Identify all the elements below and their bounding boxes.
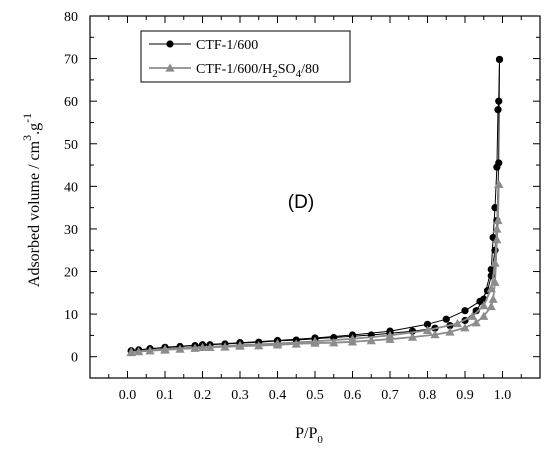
series-2-desorption-point [422,325,433,334]
series-2-desorption-point [492,224,502,233]
x-tick-label: 0.7 [381,388,399,403]
series-2-adsorption-point [445,327,455,336]
legend-label-1: CTF-1/600 [196,38,258,53]
legend-label-1-part-1: CTF-1/600 [196,38,258,53]
y-tick-label: 60 [64,95,78,110]
x-axis: 0.0 0.1 0.2 0.3 0.4 0.5 0.6 0.7 0.8 0.9 1.0 [108,16,522,403]
legend-label-2-part-3: SO [278,62,296,77]
y-tick-label: 50 [64,138,78,153]
y-tick-label: 30 [64,223,78,238]
series-2-desorption-point [197,342,208,352]
series-2-adsorption-point [145,346,155,355]
series-2-desorption-point [235,340,245,349]
x-tick-label: 0.8 [419,388,437,403]
x-axis-title: P/P0 [295,425,323,446]
legend-marker-2 [165,63,175,72]
y-axis-title-main: Adsorbed volume / cm [26,140,43,287]
series-2-adsorption-point [479,311,489,320]
panel-label: (D) [288,192,314,213]
x-tick-label: 0.9 [456,388,474,403]
series-2-adsorption-point [471,318,481,327]
series-2-adsorption-point [291,339,301,348]
series-2-adsorption-point [329,338,339,347]
series-2-desorption-point [126,347,136,356]
series-2-adsorption-point [486,301,496,311]
legend-label-2-part-1: CTF-1/600/H [196,62,272,77]
y-axis-title-mid: .g [26,123,43,135]
y-tick-label: 80 [64,10,78,25]
y-tick-label: 10 [64,308,78,323]
series-2-adsorption-point [488,294,498,303]
series-1-desorption-point [476,297,484,305]
y-tick-label: 0 [71,351,78,366]
legend-label-2-part-4: 4 [296,68,302,80]
y-axis-title: Adsorbed volume / cm3.g-1 [20,113,43,287]
series-2-adsorption-point [493,215,503,225]
series-1-desorption-point [495,55,504,64]
series-1-desorption-point [442,315,450,323]
series-1-adsorption-point [472,307,480,315]
series-2-desorption-point [486,283,496,293]
series-1-adsorption-line [131,59,500,352]
series-2-desorption-point [494,179,504,188]
x-tick-label: 0.2 [194,388,212,403]
series-2-adsorption-point [492,234,502,244]
series-1-desorption-point [461,307,469,315]
series-2-adsorption-point [430,329,440,339]
series-2-adsorption-point [205,342,215,352]
series-1-desorption-point [495,159,503,167]
series-2-desorption-point [347,334,358,343]
legend-label-2-part-5: /80 [301,62,319,77]
series-2-desorption-point [479,301,489,310]
series-2-desorption-point [452,318,463,328]
series-2-desorption-point [490,258,500,267]
y-axis-title-superscript-1: 3 [20,135,34,141]
series-2-desorption-point [467,311,478,320]
x-tick-label: 0.6 [344,388,362,403]
series-1-adsorption-point [494,106,502,114]
series-2-adsorption-point [460,323,470,332]
x-tick-label: 0.5 [306,388,324,403]
series-2-desorption-line [131,184,500,353]
x-tick-label: 1.0 [494,388,512,403]
series-2-adsorption-point [134,346,144,356]
series-layer [126,55,504,357]
legend-label-2-part-2: 2 [272,68,278,80]
legend-marker-1 [166,40,174,48]
x-axis-title-subscript: 0 [317,434,323,446]
series-2-adsorption-point [490,277,500,286]
series-1-desorption-line [131,59,500,352]
series-2-adsorption-point [175,344,185,353]
x-tick-label: 0.4 [269,388,287,403]
series-2-adsorption-point [190,343,200,352]
series-2-desorption-point [310,336,320,346]
legend-box [140,30,351,83]
x-tick-label: 0.0 [119,388,137,403]
y-tick-label: 20 [64,266,78,281]
series-1-adsorption-point [495,97,503,105]
series-2-adsorption-point [220,342,230,351]
y-axis: 0 10 20 30 40 50 60 70 80 [64,10,540,379]
legend-label-2: CTF-1/600/H2SO4/80 [196,62,319,80]
series-1-desorption-point [423,320,432,328]
series-2-adsorption-point [407,332,418,341]
series-2-adsorption-point [366,335,376,345]
y-axis-title-superscript-2: -1 [20,113,34,123]
x-tick-label: 0.3 [231,388,249,403]
legend: CTF-1/600 CTF-1/600/H2SO4/80 [140,30,351,83]
x-axis-title-main: P/P [295,425,317,442]
series-2-desorption-point [272,338,283,348]
x-tick-label: 0.1 [156,388,174,403]
series-2-desorption-point [160,344,170,353]
series-2-adsorption-point [254,341,264,350]
y-tick-label: 40 [64,180,78,195]
y-tick-label: 70 [64,53,78,68]
series-2-desorption-point [385,330,395,340]
